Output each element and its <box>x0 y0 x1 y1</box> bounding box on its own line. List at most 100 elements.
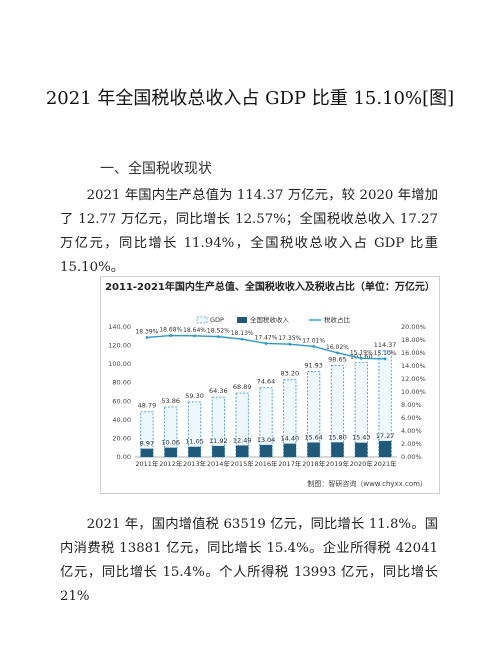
y-left-tick-label: 40.00 <box>112 416 131 424</box>
tax-value-label: 13.04 <box>257 436 276 444</box>
ratio-point <box>312 345 316 348</box>
tax-value-label: 10.06 <box>161 439 180 447</box>
x-tick-label: 2017年 <box>278 459 302 468</box>
gdp-value-label: 91.93 <box>304 362 323 370</box>
y-right-tick-label: 14.00% <box>401 362 426 370</box>
ratio-value-label: 17.47% <box>255 334 278 341</box>
legend-gdp-swatch <box>196 316 208 324</box>
ratio-point <box>288 342 292 346</box>
ratio-value-label: 18.52% <box>207 328 230 335</box>
legend-tax-swatch <box>237 317 247 323</box>
paragraph-tax-detail: 2021 年，国内增值税 63519 亿元，同比增长 11.8%。国内消费税 1… <box>60 517 438 604</box>
tax-bar <box>331 442 344 457</box>
ratio-value-label: 18.64% <box>183 327 206 334</box>
gdp-value-label: 98.65 <box>328 355 347 363</box>
tax-value-label: 8.97 <box>140 440 154 448</box>
tax-value-label: 15.80 <box>328 433 347 441</box>
tax-value-label: 15.64 <box>304 433 323 441</box>
gdp-value-label: 114.37 <box>374 341 397 349</box>
tax-value-label: 11.92 <box>209 437 228 445</box>
ratio-point <box>264 342 268 345</box>
ratio-value-label: 18.39% <box>135 328 158 335</box>
gdp-bar <box>235 392 249 458</box>
legend-tax-label: 全国税收收入 <box>250 315 290 324</box>
chart-figure: 2011-2021年国内生产总值、全国税收收入及税收占比（单位：万亿元） 0.0… <box>100 276 440 494</box>
y-right-tick-label: 18.00% <box>401 336 426 344</box>
ratio-value-label: 18.68% <box>159 327 182 334</box>
paragraph-intro: 2021 年国内生产总值为 114.37 万亿元，较 2020 年增加了 12.… <box>60 188 438 275</box>
legend-gdp-label: GDP <box>210 316 224 324</box>
tax-bar <box>235 445 249 457</box>
gdp-value-label: 53.86 <box>161 397 180 405</box>
y-left-tick-label: 60.00 <box>112 397 131 405</box>
y-right-tick-label: 10.00% <box>401 388 426 396</box>
section-heading: 一、全国税收现状 <box>100 161 212 177</box>
tax-bar <box>283 443 297 457</box>
x-tick-label: 2019年 <box>326 459 350 468</box>
y-right-tick-label: 8.00% <box>401 401 422 409</box>
x-tick-label: 2014年 <box>207 459 231 468</box>
page-title: 2021 年全国税收总收入占 GDP 比重 15.10%[图] <box>45 88 455 109</box>
gdp-value-label: 101.60 <box>350 353 373 361</box>
gdp-value-label: 83.20 <box>281 370 300 378</box>
x-tick-label: 2016年 <box>254 459 278 468</box>
y-left-tick-label: 140.00 <box>108 323 131 331</box>
x-tick-label: 2013年 <box>183 459 207 468</box>
tax-value-label: 15.43 <box>352 434 371 442</box>
gdp-bar <box>164 406 178 458</box>
chart-title: 2011-2021年国内生产总值、全国税收收入及税收占比（单位：万亿元） <box>105 282 435 293</box>
ratio-point <box>145 336 149 339</box>
x-tick-label: 2018年 <box>302 459 326 468</box>
y-right-tick-label: 2.00% <box>401 440 422 448</box>
gdp-bar <box>306 371 321 458</box>
ratio-point <box>216 335 220 339</box>
y-right-tick-label: 20.00% <box>401 323 426 331</box>
tax-bar <box>259 444 273 457</box>
x-tick-label: 2011年 <box>135 459 159 468</box>
tax-bar <box>140 448 154 457</box>
ratio-point <box>359 356 363 360</box>
y-left-tick-label: 0.00 <box>117 453 131 461</box>
gdp-value-label: 74.64 <box>257 378 276 386</box>
ratio-value-label: 17.01% <box>302 337 325 344</box>
ratio-point <box>336 351 339 355</box>
tax-bar <box>188 446 201 457</box>
tax-bar <box>212 445 225 457</box>
ratio-value-label: 16.02% <box>326 344 349 351</box>
x-tick-label: 2021年 <box>374 459 398 468</box>
tax-bar <box>164 447 177 457</box>
gdp-bar <box>378 350 392 458</box>
gdp-value-label: 68.89 <box>233 383 252 391</box>
y-right-tick-label: 12.00% <box>401 375 426 383</box>
tax-bar <box>378 440 392 457</box>
x-tick-label: 2015年 <box>231 459 255 468</box>
tax-value-label: 12.49 <box>233 436 252 444</box>
gdp-value-label: 59.30 <box>185 392 204 400</box>
tax-bar <box>307 442 320 457</box>
y-left-tick-label: 20.00 <box>112 434 131 442</box>
ratio-value-label: 17.35% <box>278 335 301 342</box>
y-right-tick-label: 0.00% <box>401 453 422 461</box>
ratio-value-label: 18.13% <box>231 330 254 337</box>
y-right-tick-label: 4.00% <box>401 427 422 435</box>
x-tick-label: 2020年 <box>350 459 374 468</box>
tax-value-label: 17.27 <box>376 432 395 440</box>
tax-bar <box>355 442 368 457</box>
gdp-value-label: 64.36 <box>209 387 228 395</box>
ratio-point <box>193 334 196 338</box>
chart-svg: 0.00 20.00 40.00 60.00 80.00 100.00 120.00 140.… <box>108 315 426 468</box>
y-right-tick-label: 6.00% <box>401 414 422 422</box>
ratio-value-label: 15.10% <box>374 350 397 357</box>
ratio-point <box>383 357 387 361</box>
ratio-point <box>169 334 173 337</box>
ratio-value-label: 15.19% <box>350 349 373 356</box>
tax-value-label: 11.05 <box>185 438 204 446</box>
y-right-tick-label: 16.00% <box>401 349 426 357</box>
x-tick-label: 2012年 <box>159 459 183 468</box>
y-left-tick-label: 120.00 <box>108 342 131 350</box>
legend-ratio-label: 税收占比 <box>324 315 351 324</box>
tax-value-label: 14.40 <box>281 435 300 443</box>
gdp-value-label: 48.79 <box>138 402 157 410</box>
y-left-tick-label: 100.00 <box>108 360 131 368</box>
chart-source: 制图：智研咨询（www.chyxx.com） <box>307 480 427 488</box>
